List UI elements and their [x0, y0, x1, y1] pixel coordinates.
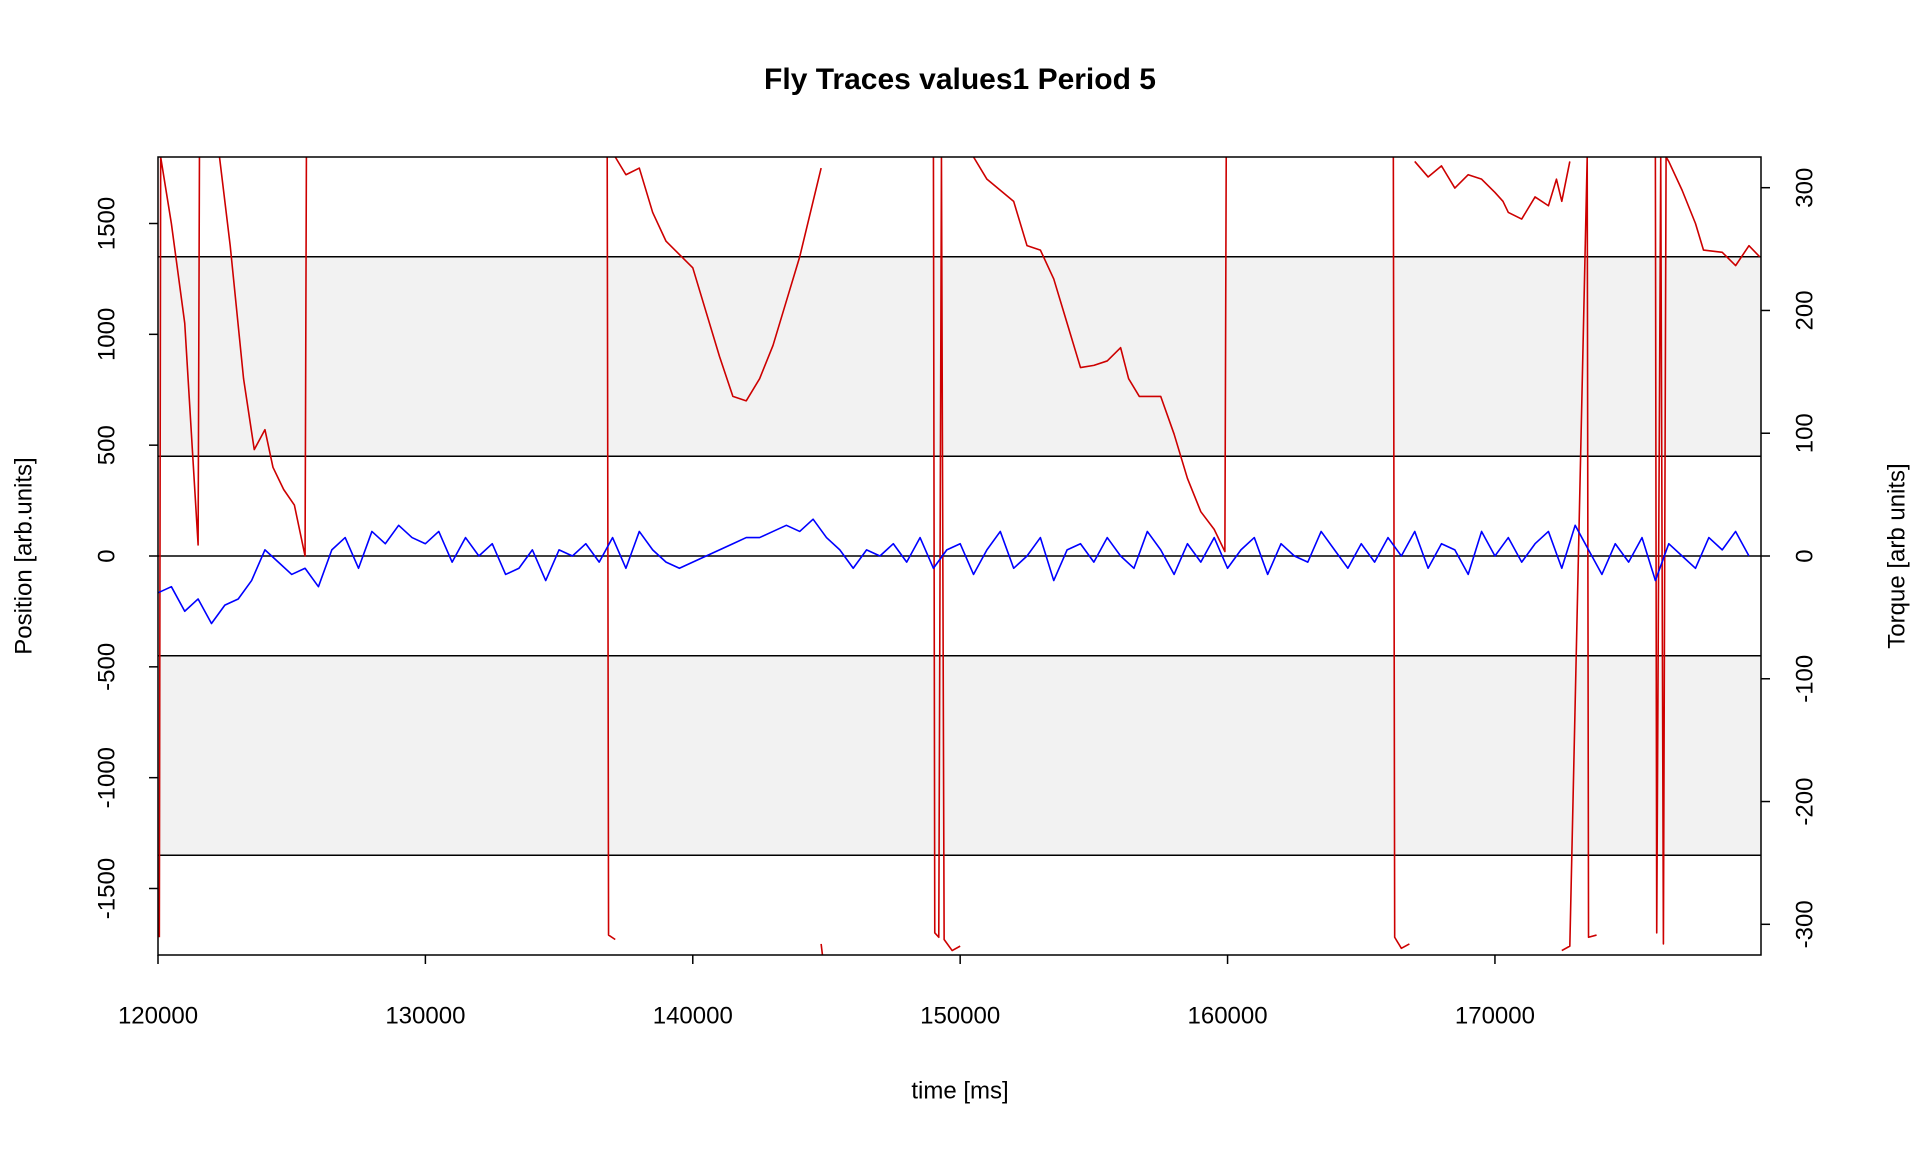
y2-tick-label: 300 [1791, 168, 1818, 208]
y-tick-label: 0 [93, 549, 120, 562]
x-tick-label: 140000 [653, 1002, 733, 1029]
y2-tick-label: 200 [1791, 290, 1818, 330]
plot-area [158, 157, 1761, 955]
y2-tick-label: -100 [1791, 655, 1818, 703]
x-axis-title: time [ms] [911, 1077, 1008, 1104]
x-tick-label: 170000 [1455, 1002, 1535, 1029]
y2-tick-label: -200 [1791, 778, 1818, 826]
y-tick-label: 1500 [93, 197, 120, 250]
band [158, 256, 1761, 457]
x-tick-label: 150000 [920, 1002, 1000, 1029]
x-tick-label: 120000 [118, 1002, 198, 1029]
x-tick-label: 130000 [385, 1002, 465, 1029]
y-tick-label: 500 [93, 425, 120, 465]
y-tick-label: -500 [93, 643, 120, 691]
y-tick-label: 1000 [93, 308, 120, 361]
series-line [158, 157, 1761, 955]
y-axis-title: Position [arb.units] [10, 457, 37, 654]
y2-tick-label: -300 [1791, 900, 1818, 948]
band [158, 655, 1761, 856]
x-tick-label: 160000 [1188, 1002, 1268, 1029]
y2-tick-label: 0 [1791, 549, 1818, 562]
y2-axis-title: Torque [arb units] [1883, 463, 1910, 648]
chart-title: Fly Traces values1 Period 5 [764, 63, 1156, 96]
series-line [158, 518, 1750, 625]
y2-tick-label: 100 [1791, 413, 1818, 453]
y-tick-label: -1000 [93, 747, 120, 808]
y-tick-label: -1500 [93, 858, 120, 919]
